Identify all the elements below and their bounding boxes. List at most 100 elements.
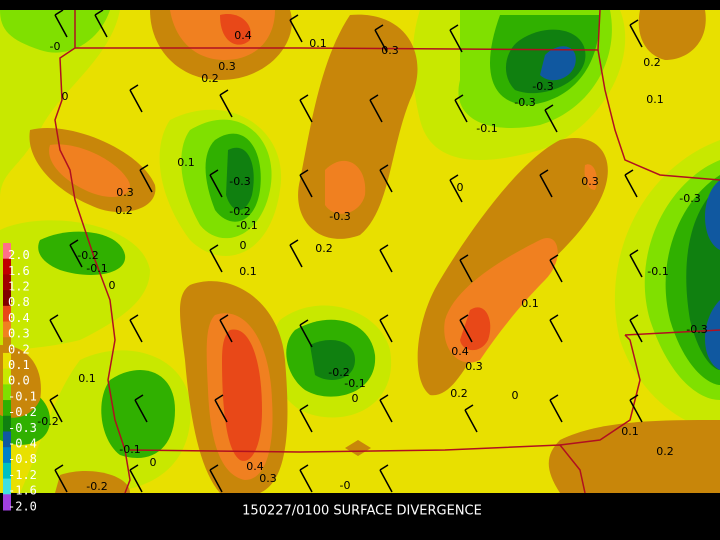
legend-label: -1.6 xyxy=(8,484,37,498)
legend-label: -1.2 xyxy=(8,468,37,482)
contour-label: -0.3 xyxy=(679,192,700,205)
wind-barb xyxy=(464,409,478,433)
field-zone xyxy=(220,14,251,45)
contour-label: 0.1 xyxy=(521,297,539,310)
contour-label: -0.3 xyxy=(229,175,250,188)
contour-label: -0.2 xyxy=(77,249,98,262)
wind-barb xyxy=(629,19,639,26)
wind-barb xyxy=(449,179,463,203)
wind-barb xyxy=(549,319,563,343)
contour-label: 0.2 xyxy=(201,72,219,85)
wind-barb xyxy=(549,254,559,261)
contour-label: 0.2 xyxy=(315,242,333,255)
contour-label: 0 xyxy=(240,239,247,252)
legend-swatch xyxy=(3,258,11,275)
wind-barb xyxy=(209,249,223,273)
wind-barb xyxy=(459,319,473,343)
wind-barb xyxy=(289,244,303,268)
contour-label: 0.3 xyxy=(218,60,236,73)
legend-swatch xyxy=(3,321,11,338)
legend-label: -0.4 xyxy=(8,437,37,451)
wind-barb xyxy=(449,174,459,181)
contour-label: 0 xyxy=(512,389,519,402)
legend-label: 0.2 xyxy=(8,342,30,356)
wind-barb xyxy=(299,94,309,101)
wind-barb xyxy=(219,319,233,343)
wind-barb xyxy=(369,99,383,123)
contour-label: 0.1 xyxy=(309,37,327,50)
wind-barb xyxy=(209,174,223,198)
wind-barb xyxy=(134,399,148,423)
contour-label: 0.1 xyxy=(646,93,664,106)
contour-label: 0 xyxy=(150,456,157,469)
wind-barb xyxy=(299,99,313,123)
contour-label: -0.3 xyxy=(329,210,350,223)
contour-label: -0.1 xyxy=(647,265,668,278)
wind-barb xyxy=(379,164,389,171)
contour-label: 0.3 xyxy=(381,44,399,57)
legend-swatch xyxy=(3,447,11,464)
field-zone xyxy=(226,147,254,210)
wind-barb xyxy=(454,94,464,101)
wind-barb xyxy=(54,9,64,16)
field-zone xyxy=(222,329,262,461)
legend-swatch xyxy=(3,431,11,448)
wind-barb xyxy=(129,319,143,343)
wind-barb xyxy=(379,469,393,493)
wind-barb xyxy=(54,469,68,493)
wind-barb xyxy=(449,24,459,31)
wind-barb xyxy=(299,319,309,326)
wind-barb xyxy=(629,249,639,256)
state-boundaries xyxy=(54,9,720,494)
legend-label: -0.3 xyxy=(8,421,37,435)
contour-label: 0 xyxy=(109,279,116,292)
wind-barb xyxy=(454,99,468,123)
contour-label: -0.2 xyxy=(328,366,349,379)
color-bar: 2.0 1.61.2 0.8 0.4 0.30.2 0.1 0.0-0.1 -0.2 -0.3 -… xyxy=(3,243,37,513)
wind-barb xyxy=(209,169,219,176)
contour-label: 0.1 xyxy=(239,265,257,278)
legend-label: -0.8 xyxy=(8,452,37,466)
wind-barb xyxy=(299,469,313,493)
legend-swatch xyxy=(3,352,11,370)
field-zone xyxy=(0,10,120,200)
wind-barb xyxy=(209,244,219,251)
legend-swatch xyxy=(3,337,11,354)
wind-barb xyxy=(539,169,549,176)
wind-barb xyxy=(289,19,303,43)
legend-swatch xyxy=(3,368,11,385)
wind-barb xyxy=(379,244,389,251)
legend-label: 0.4 xyxy=(8,311,30,325)
legend-swatch xyxy=(3,243,11,260)
wind-barb xyxy=(129,464,139,471)
contour-label: 0.1 xyxy=(621,425,639,438)
wind-barb xyxy=(129,469,143,493)
field-zone xyxy=(38,231,126,275)
wind-barbs xyxy=(49,9,643,493)
contour-label: -0.2 xyxy=(86,480,107,493)
legend-swatch xyxy=(3,462,11,480)
legend-swatch xyxy=(3,400,11,417)
wind-barb xyxy=(299,464,309,471)
wind-barb xyxy=(94,14,108,38)
field-zone xyxy=(540,46,576,81)
contour-label: -0.3 xyxy=(532,80,553,93)
wind-barb xyxy=(49,399,63,423)
contour-label: 0.2 xyxy=(450,387,468,400)
field-zone xyxy=(310,340,355,380)
contour-label: 0.2 xyxy=(643,56,661,69)
wind-barb xyxy=(379,249,393,273)
field-zone xyxy=(638,10,706,60)
wind-barb xyxy=(69,239,79,246)
contour-label: 0.2 xyxy=(656,445,674,458)
contour-label: 0.4 xyxy=(246,460,264,473)
contour-label: -0.2 xyxy=(37,415,58,428)
legend-label: 0.3 xyxy=(8,327,30,341)
wind-barb xyxy=(219,94,233,118)
contour-label: 0 xyxy=(62,90,69,103)
wind-barb xyxy=(544,104,554,111)
field-zone xyxy=(548,420,720,493)
wind-barb xyxy=(374,24,384,31)
contour-label: 0.3 xyxy=(259,472,277,485)
